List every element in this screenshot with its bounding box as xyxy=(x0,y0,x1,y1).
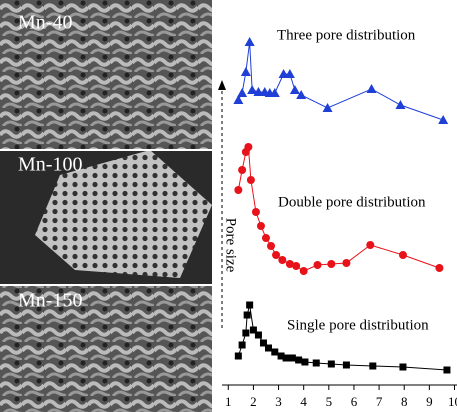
marker xyxy=(296,90,307,99)
marker xyxy=(369,362,377,370)
x-tick-label: 3 xyxy=(275,394,282,409)
marker xyxy=(240,67,251,76)
image-label: Mn-150 xyxy=(18,290,82,312)
series-line xyxy=(237,304,447,371)
marker xyxy=(398,251,407,259)
x-tick-label: 4 xyxy=(300,394,307,409)
marker xyxy=(277,352,285,360)
annotation: Three pore distribution xyxy=(277,27,416,43)
annotation: Single pore distribution xyxy=(287,317,429,333)
series-line xyxy=(237,41,444,121)
marker xyxy=(242,329,250,337)
marker xyxy=(272,251,281,259)
marker xyxy=(366,84,377,93)
marker xyxy=(312,359,320,367)
marker xyxy=(237,88,248,97)
x-tick-label: 7 xyxy=(376,394,383,409)
marker xyxy=(264,344,272,352)
marker xyxy=(269,88,280,97)
marker xyxy=(289,85,300,94)
marker xyxy=(256,222,265,230)
marker xyxy=(313,261,322,269)
marker xyxy=(342,259,351,267)
marker xyxy=(244,37,255,46)
marker xyxy=(292,262,301,270)
x-tick-label: 1 xyxy=(225,394,232,409)
x-tick-label: 8 xyxy=(401,394,408,409)
marker xyxy=(435,264,444,272)
marker xyxy=(322,103,333,112)
sem-image xyxy=(0,0,212,150)
marker xyxy=(253,87,264,96)
x-tick-label: 9 xyxy=(426,394,433,409)
marker xyxy=(284,69,295,78)
marker xyxy=(246,176,255,184)
marker xyxy=(438,115,449,124)
marker xyxy=(238,341,246,349)
marker xyxy=(247,85,258,94)
marker xyxy=(238,166,247,174)
marker xyxy=(395,100,406,109)
marker xyxy=(234,352,242,360)
marker xyxy=(295,356,303,364)
marker xyxy=(246,301,254,309)
marker xyxy=(278,69,289,78)
x-tick-label: 2 xyxy=(250,394,257,409)
marker xyxy=(259,339,267,347)
marker xyxy=(299,267,308,275)
marker xyxy=(327,260,336,268)
image-label: Mn-40 xyxy=(18,12,72,34)
image-label: Mn-100 xyxy=(18,154,82,176)
annotation: Pore size xyxy=(223,218,239,273)
marker xyxy=(327,360,335,368)
marker xyxy=(288,354,296,362)
sem-image-particle xyxy=(35,150,212,278)
marker xyxy=(243,311,251,319)
marker xyxy=(233,95,244,104)
marker xyxy=(234,186,243,194)
marker xyxy=(443,366,451,374)
arrow-head xyxy=(218,80,226,90)
marker xyxy=(285,260,294,268)
marker xyxy=(301,358,309,366)
marker xyxy=(249,326,257,334)
marker xyxy=(254,331,262,339)
annotation: Double pore distribution xyxy=(278,194,426,210)
marker xyxy=(342,361,350,369)
x-tick-label: 10 xyxy=(448,394,457,409)
x-tick-label: 5 xyxy=(326,394,333,409)
marker xyxy=(366,241,375,249)
sem-images: Mn-40 Mn-100 Mn-150 xyxy=(0,0,212,412)
marker xyxy=(251,208,260,216)
marker xyxy=(271,348,279,356)
marker xyxy=(282,354,290,362)
marker xyxy=(244,143,253,151)
marker xyxy=(278,256,287,264)
marker xyxy=(267,242,276,250)
marker xyxy=(399,363,407,371)
marker xyxy=(261,234,270,242)
sem-image xyxy=(0,286,212,412)
x-tick-label: 6 xyxy=(351,394,358,409)
